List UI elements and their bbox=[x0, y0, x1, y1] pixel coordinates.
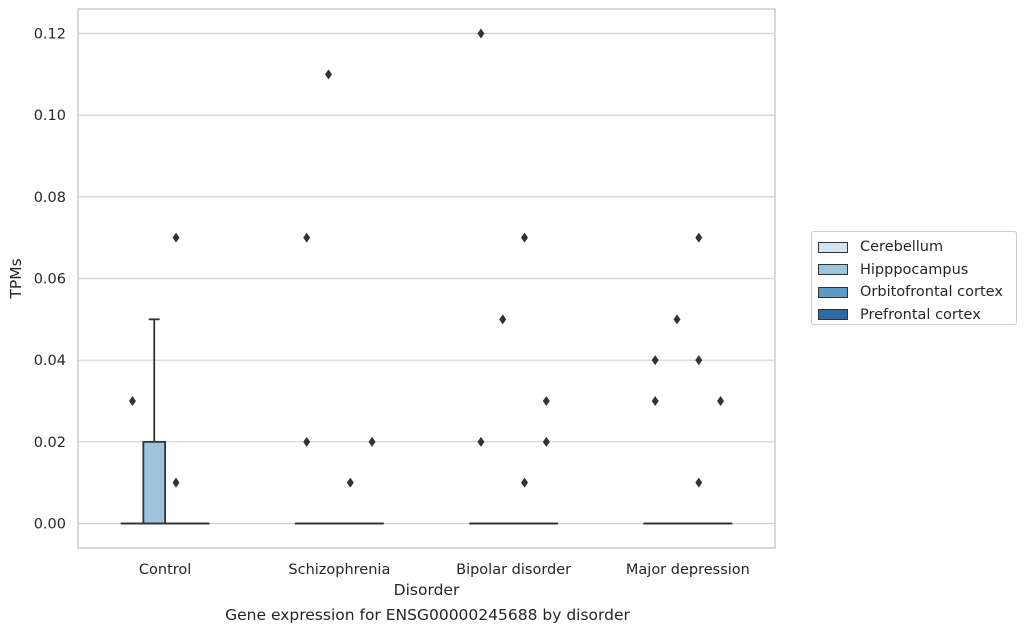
x-tick-label: Bipolar disorder bbox=[456, 562, 571, 578]
outlier-point bbox=[717, 396, 725, 406]
legend-swatch bbox=[818, 264, 848, 276]
box-hipppocampus bbox=[142, 318, 167, 525]
box-body bbox=[142, 440, 167, 525]
y-tick-label: 0.06 bbox=[34, 272, 66, 288]
plot-frame bbox=[77, 8, 776, 549]
y-tick-label: 0.02 bbox=[34, 435, 66, 451]
outlier-point bbox=[172, 232, 180, 243]
gridlines bbox=[78, 32, 775, 525]
y-tick-label: 0.12 bbox=[34, 27, 66, 43]
legend-swatch bbox=[818, 309, 848, 321]
legend-item-cerebellum: Cerebellum bbox=[818, 236, 1010, 259]
legend-swatch bbox=[818, 241, 848, 253]
legend-item-prefrontal-cortex: Prefrontal cortex bbox=[818, 304, 1010, 327]
outlier-point bbox=[477, 28, 485, 39]
y-tick-label: 0.00 bbox=[34, 517, 66, 533]
outlier-point bbox=[542, 436, 550, 447]
outlier-point bbox=[499, 314, 507, 325]
outlier-point bbox=[303, 436, 311, 447]
y-tick-label: 0.08 bbox=[34, 190, 66, 206]
legend-label: Cerebellum bbox=[860, 239, 944, 256]
outlier-point bbox=[346, 477, 354, 488]
outliers bbox=[128, 28, 725, 488]
outlier-point bbox=[172, 477, 180, 488]
boxes bbox=[120, 318, 733, 525]
x-tick-label: Schizophrenia bbox=[288, 562, 390, 578]
outlier-point bbox=[695, 232, 703, 243]
y-tick-label: 0.04 bbox=[34, 353, 66, 369]
outlier-point bbox=[651, 396, 659, 406]
x-tick-label: Control bbox=[139, 562, 191, 578]
outlier-point bbox=[324, 69, 332, 80]
outlier-point bbox=[651, 355, 659, 366]
chart-caption: Gene expression for ENSG00000245688 by d… bbox=[225, 606, 630, 624]
legend-label: Prefrontal cortex bbox=[860, 306, 981, 323]
x-axis-label: Disorder bbox=[394, 581, 460, 599]
y-axis-label: TPMs bbox=[7, 258, 25, 299]
x-tick-labels: Control Schizophrenia Bipolar disorder Majo… bbox=[139, 562, 750, 578]
legend-item-hippocampus: Hipppocampus bbox=[818, 259, 1010, 282]
legend-label: Orbitofrontal cortex bbox=[860, 284, 1003, 301]
outlier-point bbox=[477, 436, 485, 447]
legend-item-orbitofrontal-cortex: Orbitofrontal cortex bbox=[818, 281, 1010, 304]
outlier-point bbox=[128, 396, 136, 406]
x-tick-label: Major depression bbox=[626, 562, 750, 578]
outlier-point bbox=[368, 436, 376, 447]
legend-swatch bbox=[818, 286, 848, 298]
legend: Cerebellum Hipppocampus Orbitofrontal co… bbox=[811, 231, 1017, 325]
outlier-point bbox=[673, 314, 681, 325]
outlier-point bbox=[521, 232, 529, 243]
legend-label: Hipppocampus bbox=[860, 261, 969, 278]
outlier-point bbox=[695, 477, 703, 488]
outlier-point bbox=[521, 477, 529, 488]
outlier-point bbox=[303, 232, 311, 243]
y-tick-labels: 0.00 0.02 0.04 0.06 0.08 0.10 0.12 bbox=[34, 27, 66, 533]
outlier-point bbox=[695, 355, 703, 366]
outlier-point bbox=[542, 396, 550, 406]
y-tick-label: 0.10 bbox=[34, 108, 66, 124]
